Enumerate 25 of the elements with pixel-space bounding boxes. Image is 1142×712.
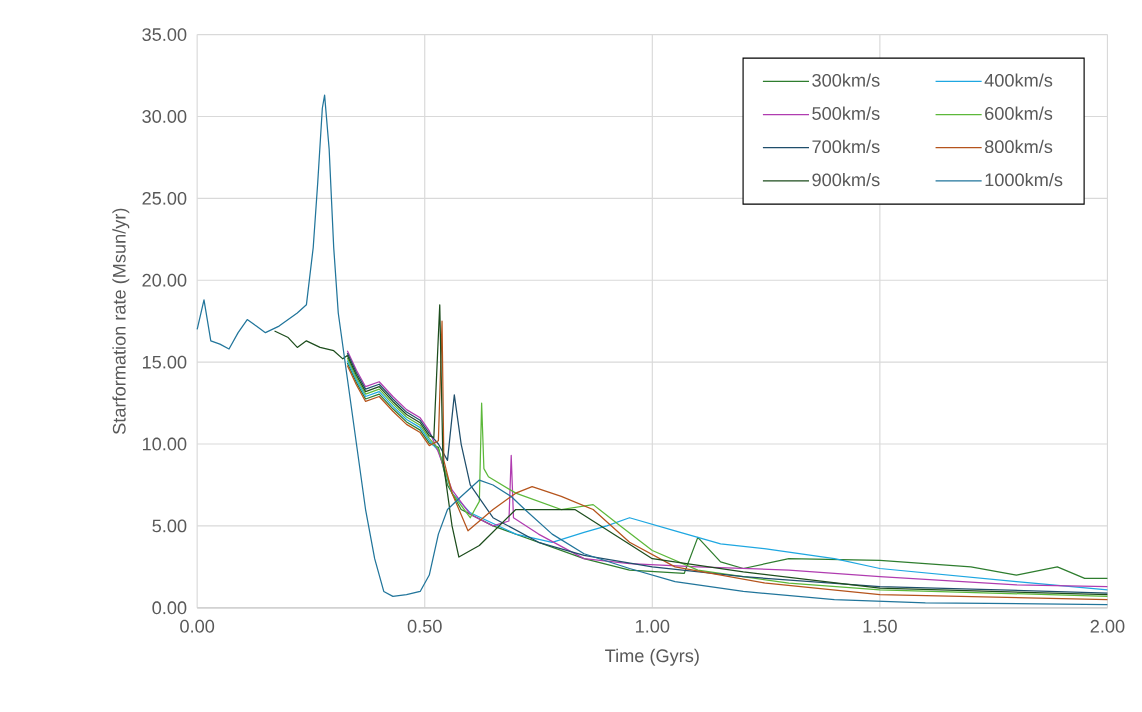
legend-label: 900km/s [812,172,880,187]
line-series [196,94,1109,605]
legend-label: 800km/s [984,139,1053,153]
x-tick-label: 1.50 [863,619,897,633]
legend-label: 700km/s [812,139,880,153]
y-tick-label: 15.00 [142,355,187,369]
y-tick-label: 25.00 [142,191,187,205]
y-tick-label: 20.00 [142,273,187,287]
x-axis-title: Time (Gyrs) [605,648,699,666]
x-tick-label: 0.50 [407,619,442,633]
legend-label: 500km/s [812,106,880,120]
legend-label: 600km/s [985,106,1053,120]
legend-label: 300km/s [812,73,880,87]
y-tick-label: 5.00 [152,519,187,533]
x-tick-label: 0.00 [180,619,215,633]
legend-label: 400km/s [984,73,1053,87]
y-axis-title: Starformation rate (Msun/yr) [112,208,130,434]
legend-label: 1000km/s [985,172,1063,187]
y-tick-label: 10.00 [142,437,187,451]
line-series [273,303,1109,596]
x-tick-label: 1.00 [635,619,670,633]
y-tick-label: 35.00 [142,27,187,41]
y-tick-label: 30.00 [142,109,187,123]
x-tick-label: 2.00 [1090,619,1125,633]
y-tick-label: 0.00 [152,601,187,615]
